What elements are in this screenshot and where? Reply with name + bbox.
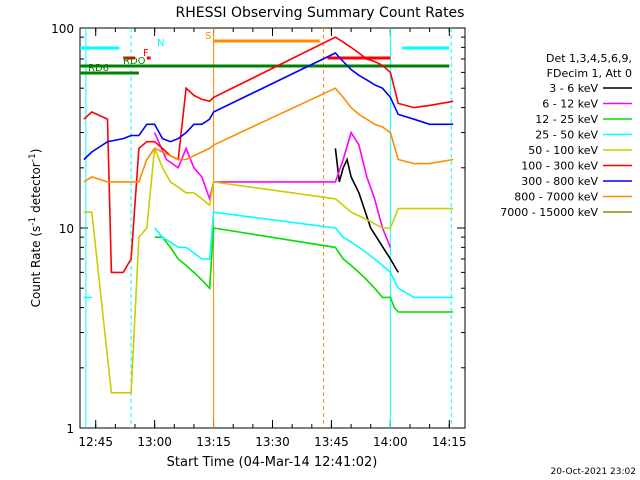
series-line: [83, 211, 454, 299]
plot-frame: [79, 27, 466, 429]
x-tick-label: 13:45: [314, 435, 349, 449]
legend-entry-label: 7000 - 15000 keV: [500, 206, 598, 219]
series-line: [83, 52, 454, 161]
legend-entry-label: 800 - 7000 keV: [514, 191, 598, 204]
series-line: [83, 36, 454, 274]
legend-entry-label: 300 - 800 keV: [521, 175, 598, 188]
y-axis-label: Count Rate (s-1 detector-1): [28, 149, 43, 308]
y-tick-label: 100: [51, 22, 74, 36]
legend-header: FDecim 1, Att 0: [547, 67, 632, 80]
chart-title: RHESSI Observing Summary Count Rates: [176, 5, 465, 21]
flag-label: RD6: [88, 63, 109, 74]
x-tick-label: 13:00: [137, 435, 172, 449]
legend-header: Det 1,3,4,5,6,9,: [546, 52, 632, 65]
x-tick-label: 12:45: [78, 435, 113, 449]
series-line: [83, 148, 454, 394]
flag-label: S: [205, 31, 211, 42]
series-line: [153, 130, 392, 248]
legend-entry-label: 25 - 50 keV: [535, 129, 598, 142]
footer-date: 20-Oct-2021 23:02: [551, 467, 636, 477]
x-tick-label: 13:15: [196, 435, 231, 449]
flag-label: N: [157, 38, 164, 49]
legend-entry-label: 100 - 300 keV: [521, 160, 598, 173]
y-tick-label: 10: [59, 222, 74, 236]
flag-label: RDO: [123, 56, 146, 67]
series-line: [334, 148, 399, 273]
flag-label: F: [143, 48, 149, 59]
legend-entry-label: 50 - 100 keV: [528, 144, 598, 157]
legend-entry-label: 3 - 6 keV: [549, 82, 598, 95]
x-tick-label: 14:00: [373, 435, 408, 449]
x-axis-label: Start Time (04-Mar-14 12:41:02): [167, 455, 378, 470]
series-line: [154, 227, 454, 313]
legend-entry-label: 6 - 12 keV: [542, 98, 598, 111]
legend-entry-label: 12 - 25 keV: [535, 113, 598, 126]
x-tick-label: 13:30: [255, 435, 290, 449]
series-line: [83, 87, 454, 183]
y-tick-label: 1: [66, 422, 74, 436]
x-tick-label: 14:15: [432, 435, 467, 449]
